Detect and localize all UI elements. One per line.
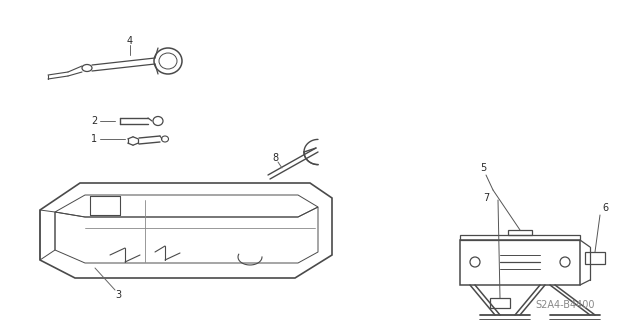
Text: 8: 8 [272,153,278,163]
Text: 4: 4 [127,36,133,46]
Text: S2A4-B4400: S2A4-B4400 [535,300,595,310]
Text: 5: 5 [480,163,486,173]
Text: 6: 6 [602,203,608,213]
Text: 1: 1 [91,134,97,144]
Text: 3: 3 [115,290,121,300]
Text: 2: 2 [91,116,97,126]
Text: 7: 7 [483,193,489,203]
